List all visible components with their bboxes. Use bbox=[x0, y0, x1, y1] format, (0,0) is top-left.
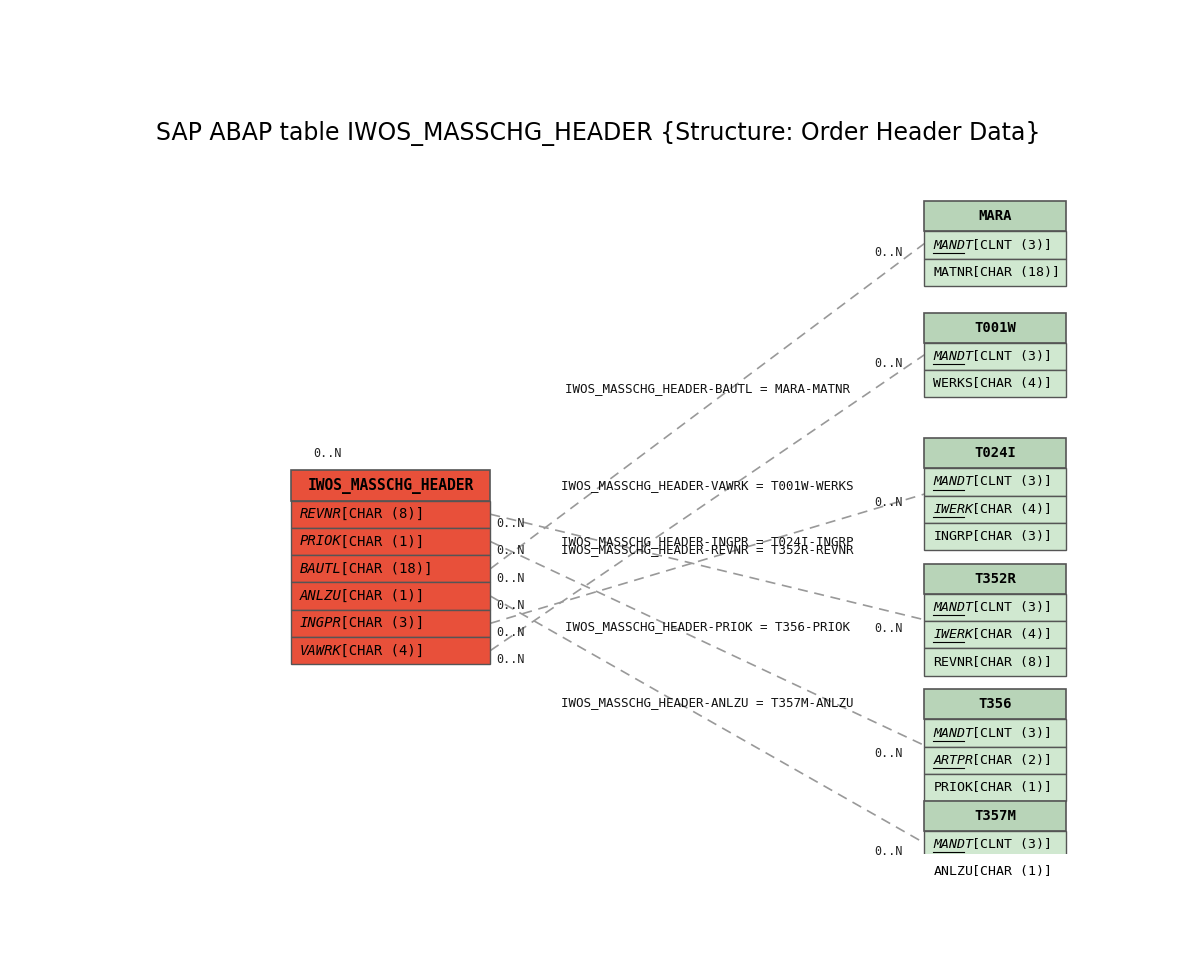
Text: T352R: T352R bbox=[974, 572, 1017, 586]
Text: T357M: T357M bbox=[974, 808, 1017, 823]
FancyBboxPatch shape bbox=[924, 259, 1067, 286]
Text: REVNR: REVNR bbox=[933, 656, 974, 668]
Text: [CHAR (3)]: [CHAR (3)] bbox=[964, 530, 1052, 543]
FancyBboxPatch shape bbox=[924, 689, 1067, 719]
Text: [CHAR (4)]: [CHAR (4)] bbox=[964, 377, 1052, 390]
Text: MANDT: MANDT bbox=[933, 601, 974, 614]
FancyBboxPatch shape bbox=[924, 830, 1067, 858]
FancyBboxPatch shape bbox=[290, 528, 490, 555]
Text: 0..N: 0..N bbox=[314, 446, 342, 460]
Text: T001W: T001W bbox=[974, 321, 1017, 335]
Text: 0..N: 0..N bbox=[874, 496, 902, 509]
Text: ANLZU: ANLZU bbox=[300, 589, 341, 603]
Text: [CLNT (3)]: [CLNT (3)] bbox=[964, 475, 1052, 489]
FancyBboxPatch shape bbox=[924, 621, 1067, 648]
Text: [CLNT (3)]: [CLNT (3)] bbox=[964, 601, 1052, 614]
FancyBboxPatch shape bbox=[290, 470, 490, 500]
Text: T024I: T024I bbox=[974, 446, 1017, 460]
Text: [CHAR (4)]: [CHAR (4)] bbox=[964, 628, 1052, 641]
FancyBboxPatch shape bbox=[290, 500, 490, 528]
Text: IWOS_MASSCHG_HEADER-VAWRK = T001W-WERKS: IWOS_MASSCHG_HEADER-VAWRK = T001W-WERKS bbox=[561, 479, 854, 492]
Text: IWOS_MASSCHG_HEADER-REVNR = T352R-REVNR: IWOS_MASSCHG_HEADER-REVNR = T352R-REVNR bbox=[561, 543, 854, 556]
Text: [CHAR (3)]: [CHAR (3)] bbox=[332, 616, 424, 631]
FancyBboxPatch shape bbox=[924, 343, 1067, 370]
Text: [CHAR (1)]: [CHAR (1)] bbox=[964, 781, 1052, 794]
Text: IWOS_MASSCHG_HEADER: IWOS_MASSCHG_HEADER bbox=[308, 477, 473, 493]
Text: 0..N: 0..N bbox=[497, 654, 526, 666]
Text: REVNR: REVNR bbox=[300, 507, 341, 521]
Text: MATNR: MATNR bbox=[933, 266, 974, 278]
Text: [CLNT (3)]: [CLNT (3)] bbox=[964, 838, 1052, 851]
FancyBboxPatch shape bbox=[924, 523, 1067, 550]
FancyBboxPatch shape bbox=[924, 801, 1067, 830]
Text: [CHAR (8)]: [CHAR (8)] bbox=[964, 656, 1052, 668]
Text: [CHAR (2)]: [CHAR (2)] bbox=[964, 754, 1052, 767]
Text: IWERK: IWERK bbox=[933, 503, 974, 516]
FancyBboxPatch shape bbox=[924, 858, 1067, 885]
Text: INGPR: INGPR bbox=[300, 616, 341, 631]
Text: 0..N: 0..N bbox=[874, 622, 902, 635]
FancyBboxPatch shape bbox=[924, 468, 1067, 495]
FancyBboxPatch shape bbox=[924, 594, 1067, 621]
FancyBboxPatch shape bbox=[924, 495, 1067, 523]
FancyBboxPatch shape bbox=[924, 719, 1067, 747]
FancyBboxPatch shape bbox=[924, 202, 1067, 231]
Text: MANDT: MANDT bbox=[933, 838, 974, 851]
Text: MANDT: MANDT bbox=[933, 349, 974, 363]
Text: [CHAR (4)]: [CHAR (4)] bbox=[332, 643, 424, 658]
Text: 0..N: 0..N bbox=[874, 246, 902, 259]
Text: IWERK: IWERK bbox=[933, 628, 974, 641]
Text: ARTPR: ARTPR bbox=[933, 754, 974, 767]
Text: 0..N: 0..N bbox=[874, 748, 902, 760]
FancyBboxPatch shape bbox=[924, 564, 1067, 594]
Text: [CHAR (1)]: [CHAR (1)] bbox=[332, 589, 424, 603]
FancyBboxPatch shape bbox=[924, 370, 1067, 397]
FancyBboxPatch shape bbox=[290, 555, 490, 583]
Text: MANDT: MANDT bbox=[933, 727, 974, 739]
FancyBboxPatch shape bbox=[924, 231, 1067, 259]
Text: [CHAR (8)]: [CHAR (8)] bbox=[332, 507, 424, 521]
Text: WERKS: WERKS bbox=[933, 377, 974, 390]
FancyBboxPatch shape bbox=[924, 747, 1067, 774]
Text: BAUTL: BAUTL bbox=[300, 562, 341, 576]
Text: [CLNT (3)]: [CLNT (3)] bbox=[964, 727, 1052, 739]
Text: 0..N: 0..N bbox=[497, 599, 526, 612]
Text: IWOS_MASSCHG_HEADER-PRIOK = T356-PRIOK: IWOS_MASSCHG_HEADER-PRIOK = T356-PRIOK bbox=[565, 619, 850, 633]
Text: VAWRK: VAWRK bbox=[300, 643, 341, 658]
Text: PRIOK: PRIOK bbox=[300, 535, 341, 548]
FancyBboxPatch shape bbox=[924, 774, 1067, 802]
Text: T356: T356 bbox=[979, 697, 1012, 711]
Text: [CLNT (3)]: [CLNT (3)] bbox=[964, 239, 1052, 252]
FancyBboxPatch shape bbox=[290, 636, 490, 664]
Text: 0..N: 0..N bbox=[497, 571, 526, 585]
Text: MARA: MARA bbox=[979, 209, 1012, 224]
Text: INGRP: INGRP bbox=[933, 530, 974, 543]
Text: 0..N: 0..N bbox=[497, 544, 526, 558]
Text: [CHAR (1)]: [CHAR (1)] bbox=[332, 535, 424, 548]
FancyBboxPatch shape bbox=[924, 648, 1067, 676]
FancyBboxPatch shape bbox=[924, 438, 1067, 468]
Text: ANLZU: ANLZU bbox=[933, 865, 974, 878]
Text: [CHAR (18)]: [CHAR (18)] bbox=[964, 266, 1061, 278]
Text: PRIOK: PRIOK bbox=[933, 781, 974, 794]
Text: IWOS_MASSCHG_HEADER-INGPR = T024I-INGRP: IWOS_MASSCHG_HEADER-INGPR = T024I-INGRP bbox=[561, 535, 854, 548]
FancyBboxPatch shape bbox=[290, 610, 490, 636]
Text: [CLNT (3)]: [CLNT (3)] bbox=[964, 349, 1052, 363]
Text: 0..N: 0..N bbox=[497, 517, 526, 530]
Text: 0..N: 0..N bbox=[874, 357, 902, 370]
Text: IWOS_MASSCHG_HEADER-BAUTL = MARA-MATNR: IWOS_MASSCHG_HEADER-BAUTL = MARA-MATNR bbox=[565, 382, 850, 396]
FancyBboxPatch shape bbox=[290, 583, 490, 610]
Text: 0..N: 0..N bbox=[497, 626, 526, 639]
FancyBboxPatch shape bbox=[924, 313, 1067, 343]
Text: IWOS_MASSCHG_HEADER-ANLZU = T357M-ANLZU: IWOS_MASSCHG_HEADER-ANLZU = T357M-ANLZU bbox=[561, 696, 854, 708]
Text: 0..N: 0..N bbox=[874, 845, 902, 858]
Text: [CHAR (18)]: [CHAR (18)] bbox=[332, 562, 433, 576]
Text: SAP ABAP table IWOS_MASSCHG_HEADER {Structure: Order Header Data}: SAP ABAP table IWOS_MASSCHG_HEADER {Stru… bbox=[156, 121, 1040, 146]
Text: [CHAR (1)]: [CHAR (1)] bbox=[964, 865, 1052, 878]
Text: MANDT: MANDT bbox=[933, 475, 974, 489]
Text: [CHAR (4)]: [CHAR (4)] bbox=[964, 503, 1052, 516]
Text: MANDT: MANDT bbox=[933, 239, 974, 252]
